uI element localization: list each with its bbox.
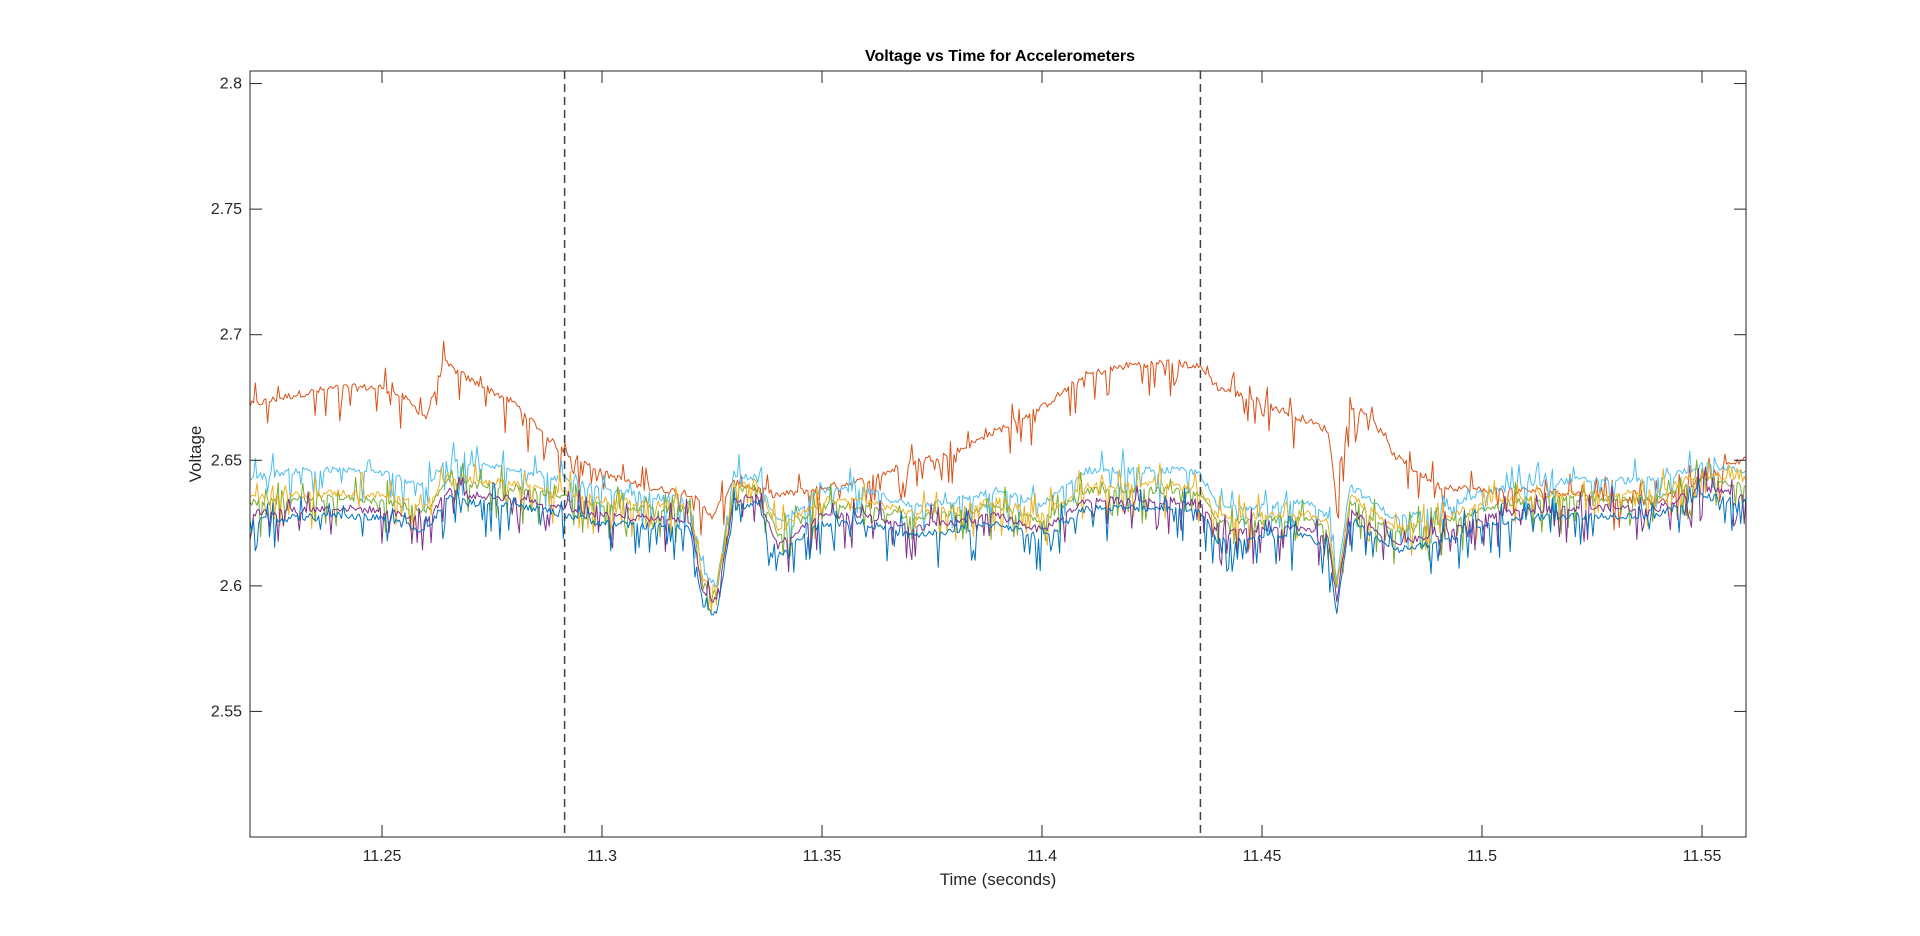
series-line-1 xyxy=(250,340,1746,536)
series-line-4 xyxy=(250,461,1746,614)
y-axis-label: Voltage xyxy=(186,426,205,483)
x-axis-label: Time (seconds) xyxy=(940,870,1057,889)
marker-layer xyxy=(563,71,1202,837)
series-line-3 xyxy=(250,459,1746,612)
x-tick-label: 11.45 xyxy=(1243,848,1282,865)
x-tick-label: 11.55 xyxy=(1683,848,1722,865)
y-tick-label: 2.65 xyxy=(211,452,242,469)
x-tick-label: 11.35 xyxy=(803,848,842,865)
series-line-5 xyxy=(250,466,1746,603)
series-line-2 xyxy=(250,442,1746,588)
x-tick-label: 11.5 xyxy=(1467,848,1497,865)
plot-frame xyxy=(249,70,1747,838)
series-line-6 xyxy=(250,477,1746,616)
series-layer xyxy=(250,340,1746,616)
x-tick-label: 11.4 xyxy=(1027,848,1057,865)
y-tick-label: 2.6 xyxy=(220,578,242,595)
chart-title: Voltage vs Time for Accelerometers xyxy=(865,48,1135,65)
y-tick-label: 2.8 xyxy=(220,76,242,93)
y-tick-label: 2.55 xyxy=(211,703,242,720)
x-tick-label: 11.25 xyxy=(363,848,402,865)
axes-layer: 11.25 11.3 11.35 11.4 11.45 11.5 11.55 2.55 2.6 2… xyxy=(211,70,1747,865)
y-tick-label: 2.75 xyxy=(211,201,242,218)
y-tick-label: 2.7 xyxy=(220,327,242,344)
x-tick-label: 11.3 xyxy=(587,848,617,865)
